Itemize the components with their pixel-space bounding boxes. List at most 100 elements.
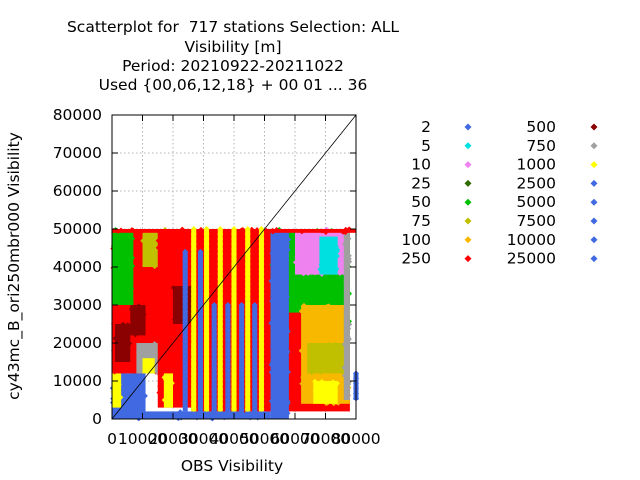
scatter-point bbox=[258, 356, 265, 362]
scatter-point bbox=[220, 410, 226, 416]
scatter-point bbox=[231, 251, 237, 257]
scatter-marks bbox=[109, 226, 359, 422]
scatter-point bbox=[231, 351, 237, 357]
scatter-point bbox=[147, 353, 153, 359]
scatter-point bbox=[190, 256, 197, 262]
x-tick-label: 0 bbox=[107, 430, 117, 448]
scatter-point bbox=[115, 231, 121, 237]
scatter-point bbox=[175, 370, 181, 376]
scatter-point bbox=[307, 342, 313, 348]
scatter-point bbox=[203, 296, 210, 302]
legend-item: 500 bbox=[526, 118, 598, 136]
scatter-point bbox=[143, 359, 149, 365]
scatter-point bbox=[131, 412, 137, 418]
scatter-point bbox=[182, 298, 189, 305]
scatter-point bbox=[305, 249, 311, 255]
scatter-point bbox=[289, 255, 295, 261]
scatter-point bbox=[190, 251, 197, 257]
scatter-point bbox=[298, 249, 304, 255]
scatter-point bbox=[197, 373, 204, 380]
legend-label: 500 bbox=[526, 118, 556, 136]
scatter-point bbox=[123, 380, 129, 386]
scatter-point bbox=[258, 401, 265, 407]
scatter-point bbox=[231, 331, 237, 337]
scatter-point bbox=[203, 256, 210, 262]
scatter-point bbox=[279, 344, 285, 350]
scatter-point bbox=[326, 323, 332, 329]
scatter-point bbox=[325, 356, 331, 362]
scatter-point bbox=[182, 403, 189, 410]
scatter-point bbox=[162, 396, 168, 402]
scatter-point bbox=[131, 384, 137, 390]
legend-marker bbox=[590, 123, 598, 131]
scatter-point bbox=[231, 326, 237, 332]
scatter-point bbox=[269, 298, 275, 304]
scatter-point bbox=[182, 288, 189, 295]
scatter-point bbox=[251, 387, 258, 393]
scatter-point bbox=[190, 401, 197, 407]
scatter-point bbox=[309, 331, 315, 337]
scatter-point bbox=[258, 261, 265, 267]
scatter-point bbox=[203, 261, 210, 267]
scatter-point bbox=[165, 275, 171, 281]
scatter-point bbox=[258, 276, 265, 282]
scatter-point bbox=[162, 331, 168, 337]
scatter-point bbox=[288, 240, 294, 246]
scatter-point bbox=[343, 360, 349, 366]
scatter-point bbox=[244, 356, 251, 362]
scatter-point bbox=[118, 227, 124, 233]
scatter-point bbox=[197, 288, 204, 295]
scatter-point bbox=[152, 330, 158, 336]
scatter-point bbox=[152, 349, 158, 355]
scatter-point bbox=[217, 286, 224, 292]
scatter-point bbox=[197, 338, 204, 345]
scatter-point bbox=[290, 318, 296, 324]
scatter-point bbox=[112, 335, 118, 341]
legend-label: 25000 bbox=[507, 250, 556, 268]
scatter-point bbox=[203, 276, 210, 282]
scatter-point bbox=[124, 296, 130, 302]
scatter-point bbox=[276, 360, 282, 366]
scatter-point bbox=[129, 350, 135, 356]
scatter-point bbox=[125, 292, 131, 298]
legend-label: 750 bbox=[526, 137, 556, 155]
scatter-point bbox=[217, 351, 224, 357]
scatter-point bbox=[182, 393, 189, 400]
scatter-point bbox=[178, 270, 184, 276]
scatter-point bbox=[274, 350, 280, 356]
scatter-point bbox=[135, 289, 141, 295]
legend-label: 75 bbox=[411, 212, 431, 230]
scatter-point bbox=[339, 317, 345, 323]
y-tick-label: 60000 bbox=[53, 182, 102, 200]
scatter-point bbox=[157, 276, 163, 282]
scatter-point bbox=[175, 393, 181, 399]
scatter-point bbox=[144, 276, 150, 282]
scatter-point bbox=[294, 399, 300, 405]
x-tick-label: 70000 bbox=[301, 430, 350, 448]
scatter-point bbox=[238, 377, 245, 383]
scatter-point bbox=[307, 394, 313, 400]
scatter-point bbox=[346, 326, 352, 332]
legend-label: 2500 bbox=[517, 174, 556, 192]
scatter-point bbox=[203, 291, 210, 297]
scatter-point bbox=[251, 372, 258, 378]
scatter-point bbox=[346, 227, 352, 233]
scatter-point bbox=[346, 336, 352, 342]
scatter-point bbox=[244, 286, 251, 292]
scatter-point bbox=[231, 366, 237, 372]
scatter-point bbox=[217, 316, 224, 322]
scatter-point bbox=[182, 333, 189, 340]
scatter-point bbox=[197, 368, 204, 375]
scatter-point bbox=[129, 286, 135, 292]
scatter-point bbox=[182, 278, 189, 285]
scatter-point bbox=[211, 242, 217, 248]
scatter-point bbox=[231, 386, 237, 392]
legend: 2510255075100250500750100025005000750010… bbox=[401, 118, 598, 268]
scatter-point bbox=[271, 385, 277, 391]
scatter-point bbox=[293, 347, 299, 353]
scatter-point bbox=[197, 298, 204, 305]
scatter-point bbox=[244, 361, 251, 367]
legend-label: 5 bbox=[421, 137, 431, 155]
scatter-point bbox=[152, 232, 158, 238]
scatter-point bbox=[318, 279, 324, 285]
